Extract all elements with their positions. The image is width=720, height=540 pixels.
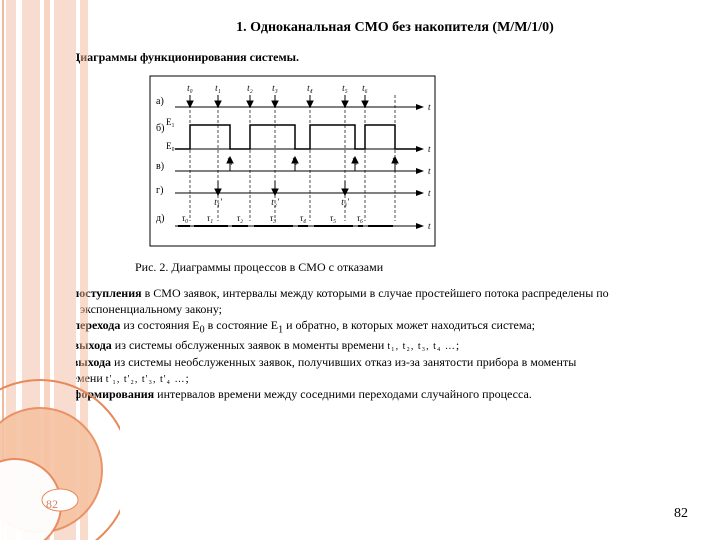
svg-text:t₂: t₂ <box>247 83 253 93</box>
svg-text:E₁: E₁ <box>166 117 175 127</box>
svg-text:t₆: t₆ <box>362 83 368 93</box>
item-a-line2: экспоненциальному закону; <box>80 302 222 316</box>
svg-text:τ₃: τ₃ <box>270 213 276 223</box>
item-g-prefix: г) <box>60 355 72 369</box>
item-g-seq: t'₁, t'₂, t'₃, t'₄ … <box>106 374 186 385</box>
svg-text:t: t <box>428 102 431 112</box>
page-number: 82 <box>674 506 688 522</box>
svg-text:E₀: E₀ <box>166 141 175 151</box>
item-a-bold: поступления <box>72 286 141 300</box>
page-title: 1. Одноканальная СМО без накопителя (M/M… <box>100 20 690 36</box>
item-b-part1: из состояния E <box>120 318 199 332</box>
svg-text:τ₀: τ₀ <box>182 213 188 223</box>
svg-text:t₁: t₁ <box>215 83 221 93</box>
item-d-text: интервалов времени между соседними перех… <box>154 387 532 401</box>
svg-text:τ₄: τ₄ <box>300 213 306 223</box>
svg-text:t₅: t₅ <box>342 83 348 93</box>
item-v-prefix: в) <box>60 338 73 352</box>
svg-text:t₂': t₂' <box>271 197 280 207</box>
item-d-prefix: д) <box>60 387 73 401</box>
figure-2-caption: Рис. 2. Диаграммы процессов в СМО с отка… <box>135 260 690 275</box>
item-v-text: из системы обслуженных заявок в моменты … <box>112 338 388 352</box>
svg-text:г): г) <box>156 185 163 196</box>
item-b-bold: перехода <box>73 318 120 332</box>
svg-text:τ₂: τ₂ <box>237 213 243 223</box>
page-number-oval: 82 <box>46 497 58 512</box>
svg-text:б): б) <box>156 123 164 134</box>
svg-text:t₀: t₀ <box>187 83 193 93</box>
svg-text:д): д) <box>156 213 164 224</box>
svg-text:t₃: t₃ <box>272 83 278 93</box>
item-g-end: ; <box>186 371 189 385</box>
svg-text:в): в) <box>156 161 164 172</box>
item-a-prefix: а) <box>60 286 72 300</box>
item-g-bold: выхода <box>72 355 111 369</box>
svg-text:t: t <box>428 144 431 154</box>
svg-text:t: t <box>428 166 431 176</box>
item-b-part3: и обратно, в которых может находиться си… <box>283 318 535 332</box>
svg-text:t₁': t₁' <box>214 197 223 207</box>
item-v-end: ; <box>456 338 459 352</box>
item-b-part2: в состояние E <box>205 318 279 332</box>
svg-text:τ₅: τ₅ <box>330 213 336 223</box>
item-d-bold: формирования <box>73 387 154 401</box>
svg-text:t: t <box>428 221 431 231</box>
item-g-line2: времени <box>60 371 106 385</box>
svg-text:t: t <box>428 188 431 198</box>
item-g-line1: из системы необслуженных заявок, получив… <box>111 355 576 369</box>
item-a-line1: в СМО заявок, интервалы между которыми в… <box>142 286 609 300</box>
svg-text:а): а) <box>156 96 164 107</box>
left-decoration <box>0 0 120 540</box>
item-v-seq: t₁, t₂, t₃, t₄ … <box>387 341 456 352</box>
body-text: а) поступления в СМО заявок, интервалы м… <box>60 285 690 403</box>
svg-text:t₃': t₃' <box>341 197 350 207</box>
svg-text:t₄: t₄ <box>307 83 313 93</box>
item-b-prefix: б) <box>60 318 73 332</box>
svg-text:τ₆: τ₆ <box>357 213 363 223</box>
figure-2-diagram: t₀ t₁ t₂ t₃ t₄ t₅ t₆ а) <box>130 71 690 256</box>
item-v-bold: выхода <box>73 338 112 352</box>
section-5-heading: 5. Диаграммы функционирования системы. <box>60 50 690 65</box>
svg-text:τ₁: τ₁ <box>207 213 213 223</box>
